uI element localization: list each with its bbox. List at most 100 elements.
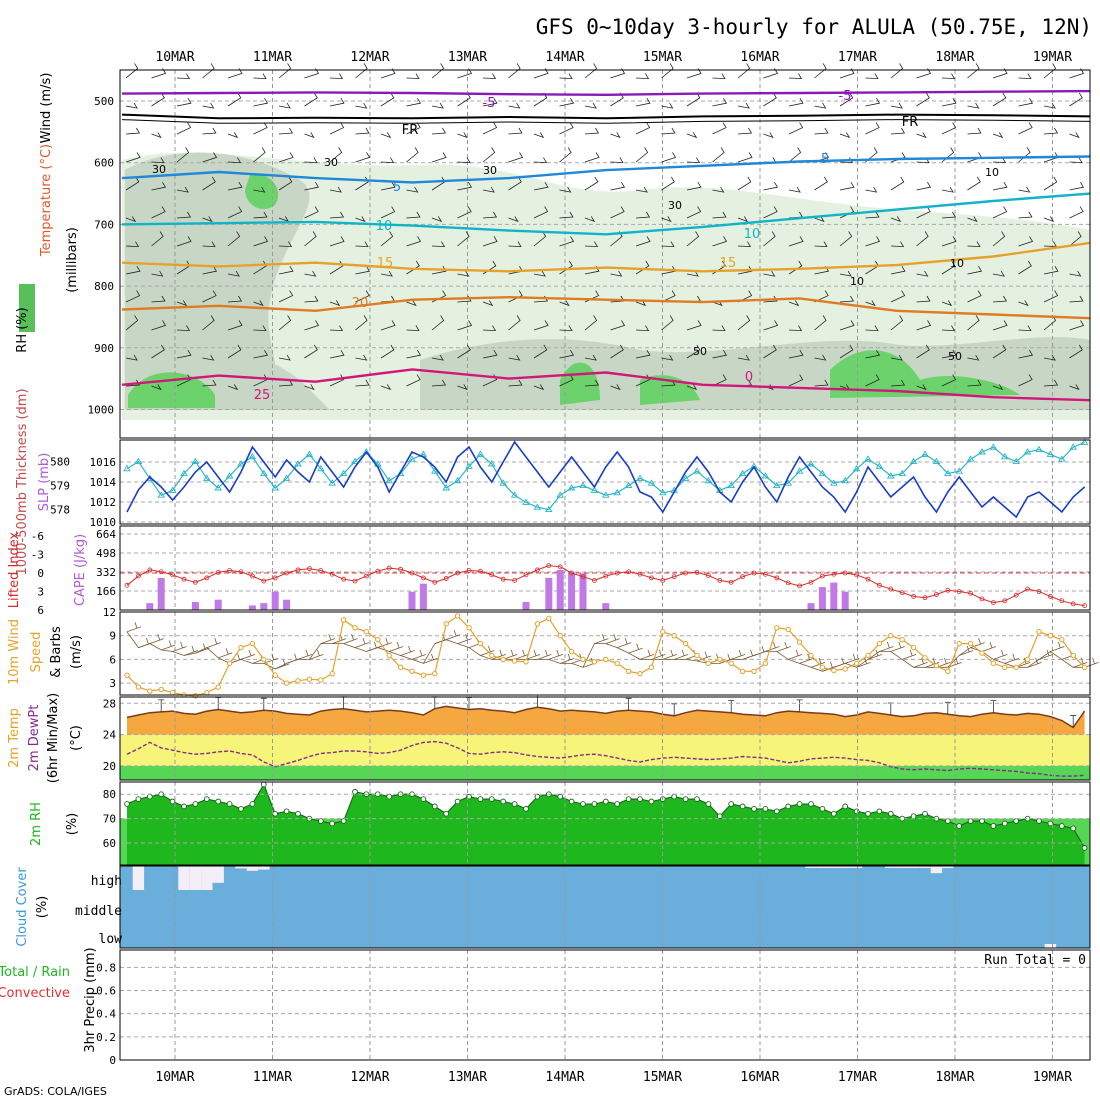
wind-barb xyxy=(635,300,647,307)
wind-barb xyxy=(737,354,750,361)
wind-barb xyxy=(457,181,473,191)
thickness-marker xyxy=(1046,450,1055,457)
wind-axis-label-1: 10m Wind xyxy=(7,619,22,685)
wind-barb xyxy=(355,354,368,361)
li-marker xyxy=(170,572,176,578)
wind-barb xyxy=(686,157,701,164)
wind-barb-mark xyxy=(183,645,199,656)
wind-barb xyxy=(253,211,268,219)
wind-barb xyxy=(737,63,751,79)
isotherm-label: FR xyxy=(402,123,419,138)
thickness-marker xyxy=(989,443,998,450)
rh-marker xyxy=(192,801,199,807)
wind-barb xyxy=(227,295,243,303)
li-marker xyxy=(466,568,472,573)
wind-barb xyxy=(304,206,319,219)
wind-barb xyxy=(941,300,953,307)
wind-barb xyxy=(329,122,345,135)
wind-barb xyxy=(355,265,371,275)
cloud-high-bar xyxy=(942,866,954,868)
wind-barb xyxy=(661,63,674,79)
wind-barb xyxy=(788,186,801,193)
wind-barb-mark xyxy=(138,637,153,648)
rh-marker xyxy=(454,798,461,805)
wind-barb xyxy=(941,236,957,247)
rh-marker xyxy=(796,801,803,807)
wind-barb-mark xyxy=(788,649,803,660)
rh-marker xyxy=(876,808,883,815)
cloud-high-bar xyxy=(201,866,213,890)
wind-barb xyxy=(941,325,956,332)
isotherm-label: 15 xyxy=(377,256,394,271)
run-total-label: Run Total = 0 xyxy=(984,953,1086,968)
wind-speed-marker xyxy=(922,655,928,661)
thickness-marker xyxy=(761,472,770,479)
wind-barb xyxy=(865,236,881,247)
wind-speed-marker xyxy=(363,629,370,635)
wind-barb xyxy=(1069,320,1085,331)
thickness-marker xyxy=(579,481,587,489)
wind-speed-marker xyxy=(523,659,529,665)
wind-speed-tick: 12 xyxy=(103,606,116,619)
wind-barb xyxy=(788,236,804,247)
wind-barb xyxy=(941,349,957,359)
wind-barb xyxy=(508,379,523,387)
cloud-high-bar xyxy=(850,866,863,868)
slp-axis-label: SLP (mb) xyxy=(37,453,52,512)
wind-speed-marker xyxy=(1002,664,1008,671)
wind-barb xyxy=(457,157,471,164)
wind-barb xyxy=(686,206,702,219)
rh-marker xyxy=(785,803,792,810)
isotherm-line xyxy=(121,119,1091,124)
rh-marker xyxy=(682,796,689,802)
li-marker xyxy=(420,575,426,581)
wind-speed-marker xyxy=(466,625,472,631)
li-marker xyxy=(614,570,620,576)
wind-barb xyxy=(380,181,396,191)
wind-speed-marker xyxy=(819,664,826,671)
wind-speed-marker xyxy=(397,664,404,671)
isotherm-label: 25 xyxy=(254,388,271,403)
thickness-marker xyxy=(556,491,564,498)
thickness-marker xyxy=(693,467,701,474)
wind-speed-marker xyxy=(888,633,894,639)
date-label-bottom: 15MAR xyxy=(643,1070,682,1085)
wind-barb xyxy=(916,206,931,219)
wind-barb xyxy=(482,186,495,193)
rh-marker xyxy=(751,806,757,812)
wind-speed-tick: 9 xyxy=(109,630,116,643)
rh-marker xyxy=(762,806,769,812)
wind-barb xyxy=(967,241,981,248)
wind-barb xyxy=(253,186,266,193)
cloud-cover-panel: high middle low Cloud Cover (%) xyxy=(15,865,1091,949)
rh-marker xyxy=(329,820,336,827)
wind-barb xyxy=(304,344,318,359)
slp-tick: 1010 xyxy=(90,516,117,529)
wind-barb xyxy=(431,127,447,135)
wind-barb xyxy=(508,354,521,361)
wind-barb xyxy=(508,63,521,79)
panel-frame xyxy=(119,949,1091,1061)
thickness-marker xyxy=(887,472,895,479)
wind-barb xyxy=(355,315,368,331)
thickness-marker xyxy=(465,462,473,469)
wind-barb xyxy=(559,211,574,219)
wind-barb xyxy=(202,176,216,191)
precip-tick: 0.6 xyxy=(96,985,116,998)
thickness-marker xyxy=(203,474,211,481)
wind-speed-marker xyxy=(306,676,313,682)
wind-barb xyxy=(712,147,725,163)
wind-barb xyxy=(967,176,981,191)
wind-barb xyxy=(992,181,1008,191)
date-label-top: 15MAR xyxy=(643,50,682,65)
rh-contour-label: 30 xyxy=(324,156,338,169)
rh-marker xyxy=(238,806,244,812)
dewpoint-line xyxy=(126,740,1085,777)
wind-barb xyxy=(788,73,803,80)
li-marker xyxy=(477,568,483,574)
wind-barb xyxy=(355,63,368,79)
wind-speed-marker xyxy=(511,658,518,664)
wind-barb xyxy=(533,270,546,277)
wind-speed-tick: 6 xyxy=(109,653,116,666)
wind-barb xyxy=(967,315,980,331)
